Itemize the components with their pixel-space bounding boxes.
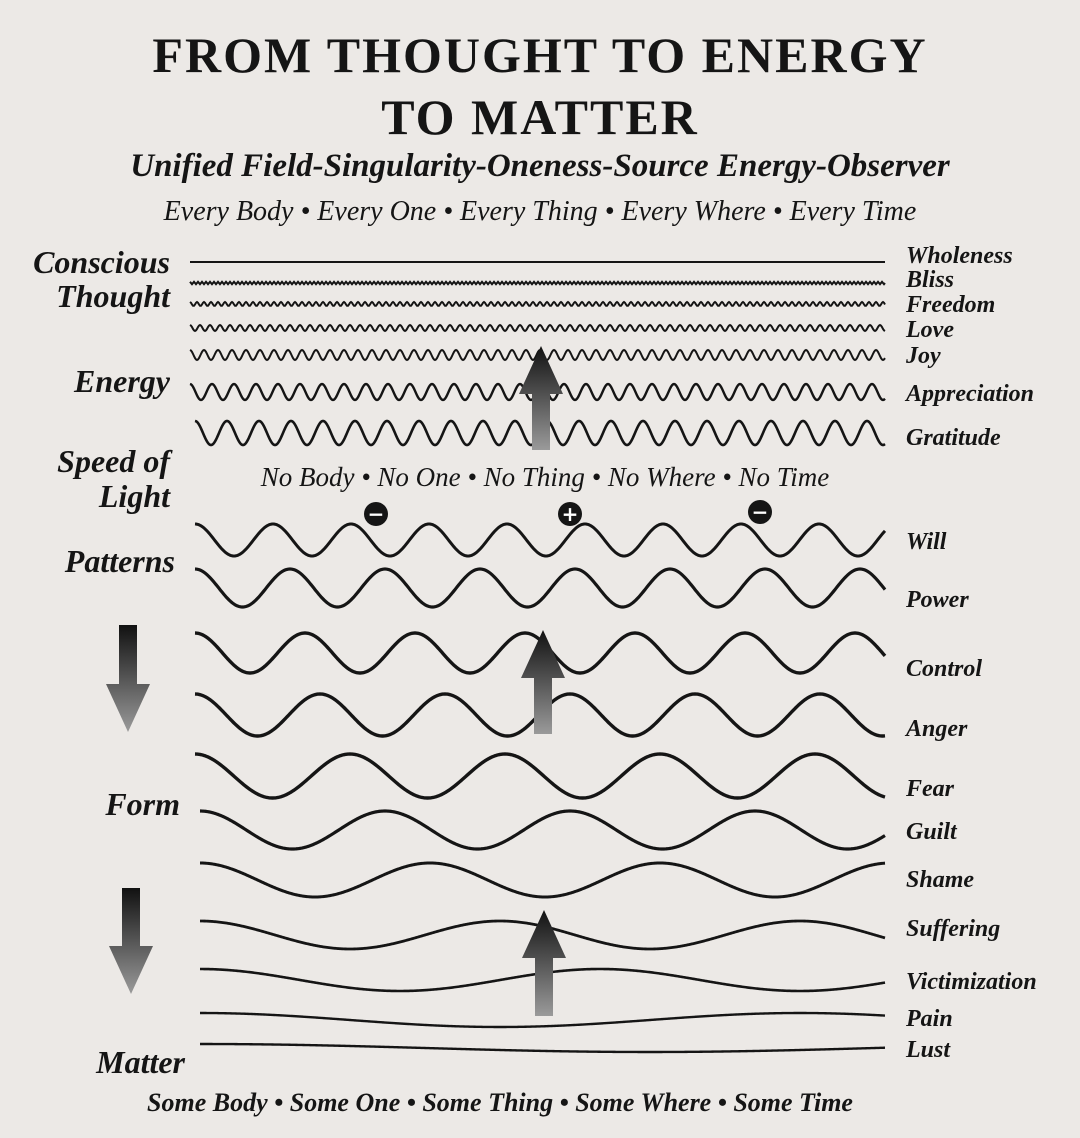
- label-appreciation: Appreciation: [906, 381, 1035, 407]
- label-conscious: Conscious: [33, 244, 170, 280]
- label-bliss: Bliss: [906, 267, 955, 293]
- label-lust: Lust: [906, 1037, 951, 1063]
- label-freedom: Freedom: [906, 292, 996, 318]
- label-guilt: Guilt: [906, 819, 957, 845]
- wave-power: [194, 567, 887, 609]
- label-joy: Joy: [906, 343, 941, 369]
- label-power: Power: [906, 587, 969, 613]
- wave-guilt: [199, 809, 886, 851]
- label-gratitude: Gratitude: [906, 425, 1001, 451]
- label-light: Light: [98, 478, 170, 514]
- arrow-down-upper: [106, 625, 150, 732]
- wave-lust: [200, 1042, 886, 1054]
- charge-circle-2: [558, 502, 582, 526]
- label-patterns: Patterns: [64, 543, 175, 579]
- label-thought: Thought: [56, 278, 170, 314]
- label-shame: Shame: [906, 867, 975, 893]
- title-line-2: TO MATTER: [381, 89, 699, 145]
- arrow-up-middle: [521, 630, 565, 734]
- charge-symbol-3: −: [752, 500, 769, 524]
- subtitle: Unified Field-Singularity-Oneness-Source…: [130, 148, 950, 184]
- label-energy: Energy: [74, 363, 170, 399]
- wave-shame: [199, 861, 886, 899]
- label-pain: Pain: [906, 1006, 953, 1032]
- wave-fear: [194, 752, 886, 800]
- title-line-1: FROM THOUGHT TO ENERGY: [152, 27, 928, 83]
- arrow-up-bottom: [522, 910, 566, 1016]
- middle-phrase: No Body • No One • No Thing • No Where •…: [260, 462, 830, 492]
- charge-symbol-1: −: [368, 502, 385, 526]
- arrow-down-lower: [109, 888, 153, 994]
- label-anger: Anger: [906, 716, 968, 742]
- label-speed-of: Speed of: [57, 443, 170, 479]
- charge-circle-1: [364, 502, 388, 526]
- arrow-up-top: [519, 346, 563, 450]
- bottom-phrase: Some Body • Some One • Some Thing • Some…: [147, 1088, 853, 1117]
- label-love: Love: [906, 317, 954, 343]
- wave-love: [189, 323, 886, 333]
- charge-symbol-2: +: [562, 502, 579, 526]
- charge-circle-3: [748, 500, 772, 524]
- label-will: Will: [906, 529, 947, 555]
- label-victimization: Victimization: [906, 969, 1037, 995]
- wave-pain: [200, 1011, 886, 1029]
- wave-will: [194, 522, 887, 558]
- wave-bliss: [189, 280, 886, 286]
- label-matter: Matter: [96, 1044, 185, 1080]
- top-phrase: Every Body • Every One • Every Thing • E…: [163, 196, 917, 227]
- wave-joy: [189, 348, 886, 362]
- wave-freedom: [189, 300, 886, 307]
- label-wholeness: Wholeness: [906, 243, 1013, 269]
- label-fear: Fear: [906, 776, 954, 802]
- label-form: Form: [105, 786, 180, 822]
- label-suffering: Suffering: [906, 916, 1001, 942]
- label-control: Control: [906, 656, 983, 682]
